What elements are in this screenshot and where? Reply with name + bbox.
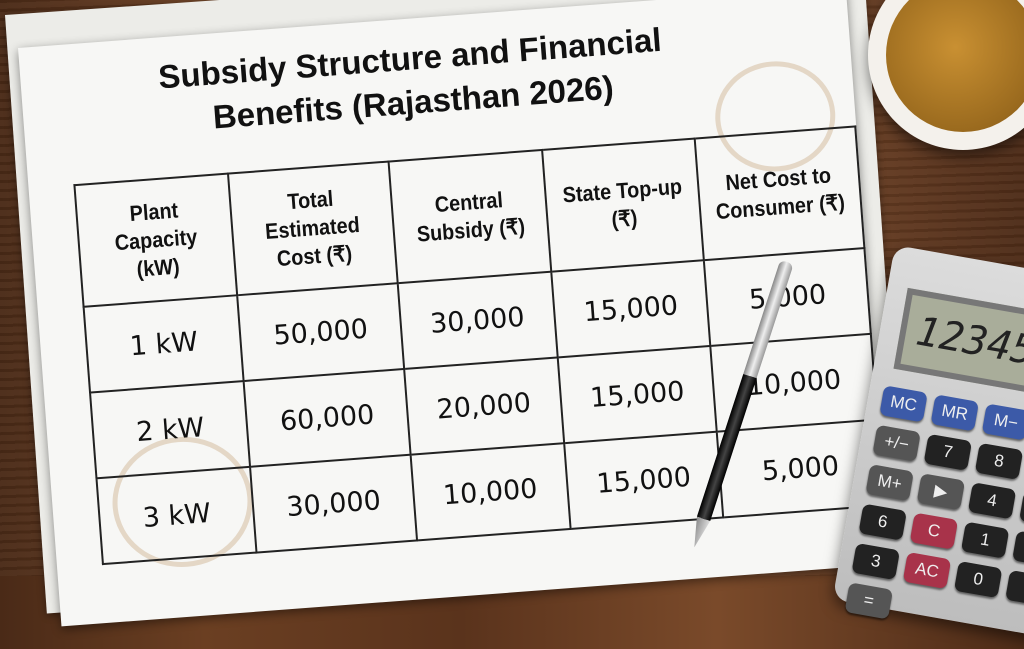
key-plus-minus[interactable]: +/− [872, 424, 921, 462]
key-0[interactable]: 0 [953, 560, 1003, 599]
key-3[interactable]: 3 [851, 542, 901, 581]
key-5[interactable]: 5 [1019, 491, 1024, 529]
header-state-topup: State Top-up (₹) [549, 139, 697, 272]
tea-cup [868, 0, 1024, 150]
cell-capacity: 1 kW [83, 295, 245, 393]
header-central-subsidy: Central Subsidy (₹) [395, 150, 544, 283]
key-4[interactable]: 4 [967, 482, 1017, 520]
key-c[interactable]: C [909, 512, 959, 550]
key-2[interactable]: 2 [1012, 530, 1024, 568]
key-1[interactable]: 1 [960, 521, 1010, 559]
key-mr[interactable]: MR [930, 394, 980, 432]
cell-capacity: 3 kW [96, 466, 257, 565]
cell-central-subsidy: 20,000 [403, 357, 564, 455]
header-net-cost: Net Cost to Consumer (₹) [703, 127, 857, 260]
cell-state-topup: 15,000 [550, 260, 711, 358]
cell-state-topup: 15,000 [557, 345, 718, 444]
cell-central-subsidy: 10,000 [410, 443, 571, 541]
key-mc[interactable]: MC [879, 385, 928, 423]
cell-capacity: 2 kW [90, 380, 251, 479]
tea [886, 0, 1024, 132]
key-7[interactable]: 7 [923, 433, 973, 471]
cell-total-cost: 30,000 [250, 454, 417, 553]
calculator-keypad: MC MR M− % +/− 7 8 9 M+ ▶ 4 5 6 C 1 2 3 … [844, 385, 1024, 646]
cell-total-cost: 60,000 [244, 368, 411, 467]
header-plant-capacity: Plant Capacity (kW) [82, 174, 230, 307]
key-equals[interactable]: = [844, 582, 894, 620]
key-m-minus[interactable]: M− [981, 403, 1024, 441]
key-6[interactable]: 6 [858, 503, 907, 541]
document-sheet: Subsidy Structure and Financial Benefits… [18, 0, 890, 627]
key-play-arrow[interactable]: ▶ [916, 473, 966, 511]
header-total-cost: Total Estimated Cost (₹) [236, 162, 390, 295]
key-m-plus[interactable]: M+ [865, 464, 914, 502]
key-ac[interactable]: AC [902, 551, 952, 590]
cell-central-subsidy: 30,000 [397, 271, 558, 369]
calculator-display: 123456 [893, 287, 1024, 404]
key-8[interactable]: 8 [974, 442, 1024, 480]
cell-total-cost: 50,000 [237, 283, 404, 381]
